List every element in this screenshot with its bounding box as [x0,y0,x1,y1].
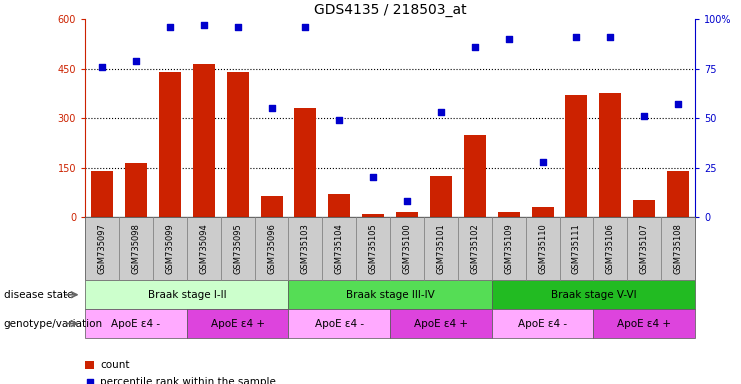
Text: ApoE ε4 +: ApoE ε4 + [210,318,265,329]
Point [469,44,481,50]
Bar [362,214,384,217]
Text: GSM735102: GSM735102 [471,223,479,274]
Bar [396,212,418,217]
Bar [390,309,492,338]
Point [96,64,108,70]
Text: genotype/variation: genotype/variation [4,318,103,329]
Text: GSM735106: GSM735106 [606,223,615,274]
Bar [464,134,486,217]
Bar [322,217,356,280]
Bar [85,217,695,280]
Text: GSM735096: GSM735096 [267,223,276,274]
Bar [458,217,492,280]
Text: GSM735094: GSM735094 [199,223,208,274]
Text: GSM735103: GSM735103 [301,223,310,274]
Bar [565,95,588,217]
Text: GSM735097: GSM735097 [98,223,107,274]
Text: count: count [100,360,130,370]
Bar [294,108,316,217]
Text: GSM735110: GSM735110 [538,223,547,274]
Text: GSM735104: GSM735104 [335,223,344,274]
Point [605,34,617,40]
Text: ApoE ε4 -: ApoE ε4 - [518,318,567,329]
Text: ApoE ε4 -: ApoE ε4 - [315,318,364,329]
Point [130,58,142,64]
Bar [328,194,350,217]
Bar [492,309,594,338]
Text: percentile rank within the sample: percentile rank within the sample [100,377,276,384]
Bar [91,171,113,217]
Bar [221,217,255,280]
Bar [594,309,695,338]
Bar [599,93,622,217]
Point [435,109,447,115]
Bar [492,217,525,280]
Bar [492,280,695,309]
Text: ApoE ε4 +: ApoE ε4 + [414,318,468,329]
Text: GSM735101: GSM735101 [436,223,445,274]
Bar [187,309,288,338]
Text: disease state: disease state [4,290,73,300]
Point [84,379,96,384]
Bar [288,309,390,338]
Point [299,24,311,30]
Text: ApoE ε4 -: ApoE ε4 - [111,318,161,329]
Point [368,174,379,180]
Point [198,22,210,28]
Bar [187,217,221,280]
Text: ApoE ε4 +: ApoE ε4 + [617,318,671,329]
Point [571,34,582,40]
Point [164,24,176,30]
Bar [634,200,655,217]
Point [401,198,413,204]
Bar [356,217,390,280]
Bar [424,217,458,280]
Bar [193,64,215,217]
Text: Braak stage III-IV: Braak stage III-IV [346,290,434,300]
Text: GSM735095: GSM735095 [233,223,242,274]
Text: Braak stage V-VI: Braak stage V-VI [551,290,637,300]
Bar [85,280,288,309]
Bar [531,207,554,217]
Bar [498,212,519,217]
Text: GSM735107: GSM735107 [639,223,648,274]
Bar [628,217,661,280]
Point [333,117,345,123]
Point [265,105,277,111]
Bar [288,280,492,309]
Bar [288,217,322,280]
Text: GSM735105: GSM735105 [369,223,378,274]
Title: GDS4135 / 218503_at: GDS4135 / 218503_at [314,3,466,17]
Bar [119,217,153,280]
Bar [85,361,94,369]
Text: GSM735108: GSM735108 [674,223,682,274]
Point [503,36,515,42]
Bar [153,217,187,280]
Bar [125,162,147,217]
Bar [430,176,452,217]
Bar [667,171,689,217]
Point [638,113,650,119]
Text: GSM735100: GSM735100 [402,223,411,274]
Text: GSM735109: GSM735109 [504,223,514,274]
Point [232,24,244,30]
Bar [255,217,288,280]
Text: GSM735098: GSM735098 [132,223,141,274]
Bar [594,217,628,280]
Bar [261,195,282,217]
Bar [85,309,187,338]
Text: GSM735099: GSM735099 [165,223,174,274]
Bar [559,217,594,280]
Bar [390,217,424,280]
Point [536,159,548,165]
Bar [227,72,249,217]
Point [672,101,684,107]
Text: GSM735111: GSM735111 [572,223,581,274]
Bar [661,217,695,280]
Bar [525,217,559,280]
Bar [85,217,119,280]
Bar [159,72,181,217]
Text: Braak stage I-II: Braak stage I-II [147,290,226,300]
